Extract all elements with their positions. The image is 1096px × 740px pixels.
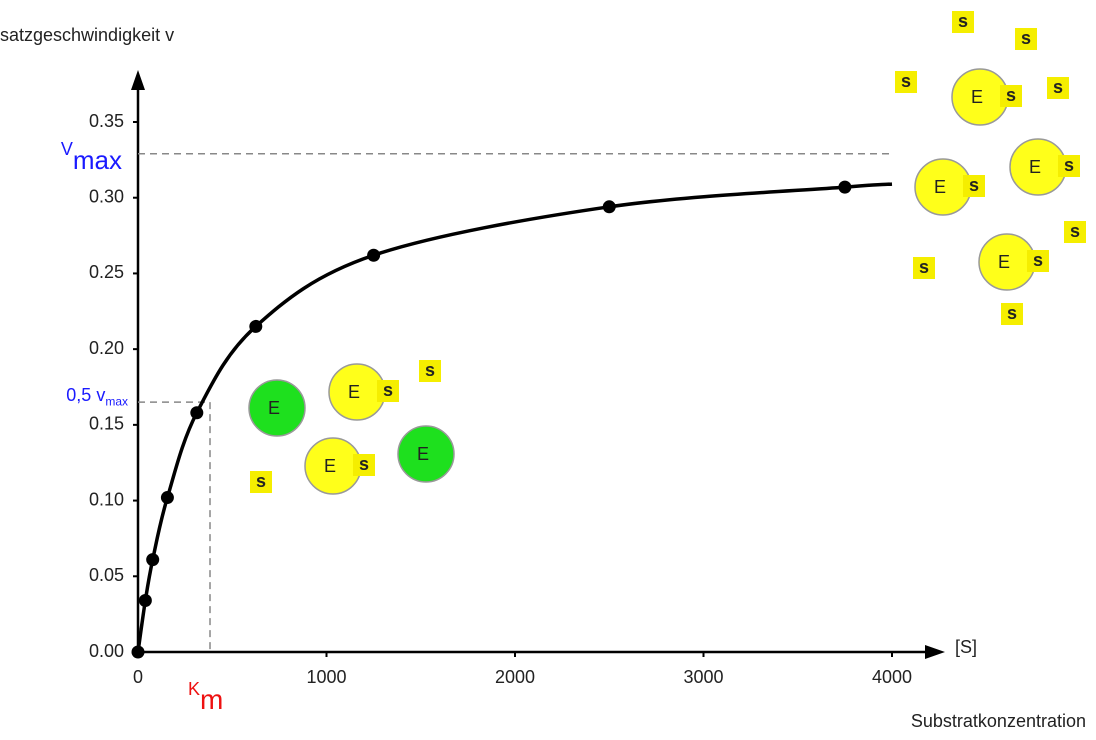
point [146, 553, 160, 567]
enzyme-label: E [348, 382, 360, 402]
point [838, 180, 852, 194]
x-tick-label: 0 [133, 667, 143, 687]
point [190, 406, 204, 420]
point [131, 645, 145, 659]
point [249, 319, 263, 333]
y-tick-label: 0.30 [89, 186, 124, 206]
point [367, 248, 381, 262]
y-axis-arrow [131, 70, 145, 90]
x-axis-label: Substratkonzentration [911, 711, 1086, 731]
enzyme-label: E [971, 87, 983, 107]
substrate [1000, 85, 1022, 107]
half-vmax-label-base: 0,5 v [66, 385, 105, 405]
y-axis-label: satzgeschwindigkeit v [0, 25, 174, 45]
km-label-base: K [188, 679, 200, 699]
substrate-label: s [256, 471, 266, 491]
half-vmax-label: 0,5 vmax [66, 385, 128, 409]
y-tick-label: 0.05 [89, 565, 124, 585]
substrate [1015, 28, 1037, 50]
y-tick-label: 0.35 [89, 111, 124, 131]
substrate [952, 11, 974, 33]
x-axis-symbol: [S] [955, 637, 977, 657]
substrate [1047, 77, 1069, 99]
x-axis-arrow [925, 645, 945, 659]
km-label: Km [188, 679, 223, 716]
enzyme-label: E [934, 177, 946, 197]
substrate-label: s [1070, 221, 1080, 241]
vmax-label-sub: max [73, 145, 122, 175]
enzyme-label: E [1029, 157, 1041, 177]
enzyme-label: E [417, 444, 429, 464]
point [160, 491, 174, 505]
substrate [377, 380, 399, 402]
x-tick-label: 2000 [495, 667, 535, 687]
substrate-label: s [1053, 77, 1063, 97]
y-tick-label: 0.15 [89, 414, 124, 434]
substrate-label: s [919, 257, 929, 277]
substrate-label: s [1064, 155, 1074, 175]
y-tick-label: 0.20 [89, 338, 124, 358]
substrate-label: s [1021, 28, 1031, 48]
enzyme [397, 425, 455, 483]
y-tick-label: 0.10 [89, 489, 124, 509]
substrate-label: s [958, 11, 968, 31]
substrate [1058, 155, 1080, 177]
substrate-label: s [425, 360, 435, 380]
substrate-label: s [901, 71, 911, 91]
enzyme-label: E [324, 456, 336, 476]
half-vmax-label-sub: max [105, 395, 128, 409]
substrate [1064, 221, 1086, 243]
vmax-label-base: V [61, 139, 73, 159]
enzyme-label: E [268, 398, 280, 418]
enzyme-label: E [998, 252, 1010, 272]
substrate-label: s [359, 454, 369, 474]
substrate-label: s [1006, 85, 1016, 105]
substrate-label: s [1007, 303, 1017, 323]
x-tick-label: 4000 [872, 667, 912, 687]
y-tick-label: 0.00 [89, 641, 124, 661]
substrate [913, 257, 935, 279]
substrate-label: s [383, 380, 393, 400]
point [138, 594, 152, 608]
substrate [1027, 250, 1049, 272]
substrate-label: s [969, 175, 979, 195]
x-tick-label: 3000 [683, 667, 723, 687]
substrate [1001, 303, 1023, 325]
y-tick-label: 0.25 [89, 262, 124, 282]
x-tick-label: 1000 [306, 667, 346, 687]
enzyme [248, 379, 306, 437]
vmax-label: Vmax [61, 139, 122, 175]
substrate [963, 175, 985, 197]
substrate [353, 454, 375, 476]
substrate [250, 471, 272, 493]
substrate [419, 360, 441, 382]
point [602, 200, 616, 214]
km-label-sub: m [200, 684, 223, 715]
substrate [895, 71, 917, 93]
substrate-label: s [1033, 250, 1043, 270]
